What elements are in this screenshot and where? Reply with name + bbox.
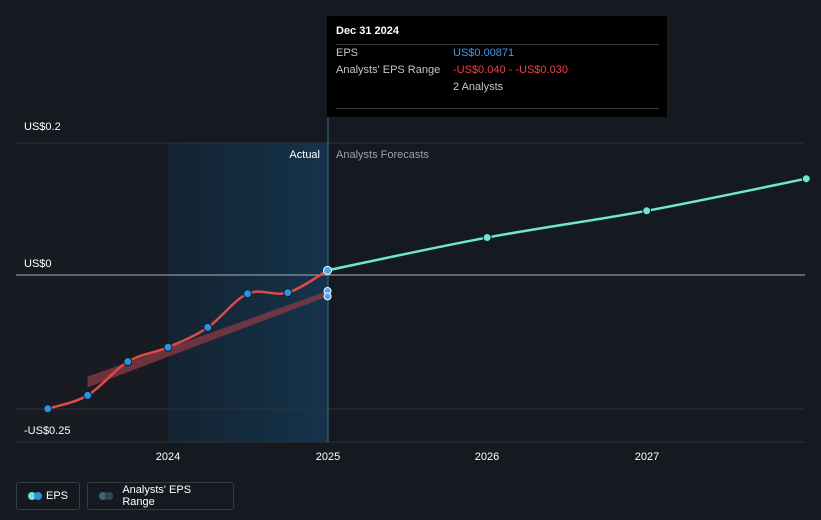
tooltip: Dec 31 2024 EPS US$0.00871 Analysts' EPS… (327, 16, 667, 117)
forecast-label: Analysts Forecasts (336, 149, 429, 161)
past-region-shade (16, 143, 168, 442)
x-axis-tick-label: 2026 (475, 451, 499, 463)
tooltip-row-eps: EPS US$0.00871 (336, 44, 659, 62)
actual-label: Actual (289, 149, 320, 161)
eps-actual-point (123, 357, 133, 367)
tooltip-value: -US$0.040 - -US$0.030 (453, 64, 568, 76)
tooltip-date: Dec 31 2024 (336, 25, 399, 37)
legend-dot (99, 492, 107, 500)
two-dot-icon (28, 492, 42, 500)
tooltip-divider (336, 108, 659, 109)
range-low-point (323, 292, 332, 301)
eps-actual-point (83, 390, 93, 400)
eps-forecast-point (642, 206, 652, 216)
y-axis-label: US$0.2 (24, 121, 61, 133)
tooltip-row-range: Analysts' EPS Range -US$0.040 - -US$0.03… (336, 62, 659, 79)
legend-label: Analysts' EPS Range (122, 484, 192, 508)
legend-dot (105, 492, 113, 500)
two-dot-icon (99, 492, 114, 500)
eps-forecast-point (482, 233, 492, 243)
legend-item-analysts-range[interactable]: Analysts' EPS Range (87, 482, 234, 510)
y-axis-label: -US$0.25 (24, 425, 70, 437)
x-axis-tick-label: 2024 (156, 451, 180, 463)
tooltip-value: US$0.00871 (453, 47, 515, 59)
analysts-eps-range-band (87, 291, 328, 388)
eps-actual-point (43, 404, 53, 414)
x-axis-tick-label: 2025 (316, 451, 340, 463)
legend-label: EPS (45, 490, 68, 502)
tooltip-label: Analysts' EPS Range (336, 64, 441, 76)
tooltip-label (336, 79, 453, 96)
legend-dot (34, 492, 42, 500)
eps-actual-point (243, 289, 253, 299)
y-axis-label: US$0 (24, 258, 52, 270)
tooltip-row-analysts: 2 Analysts (336, 79, 659, 96)
legend-dot (28, 492, 36, 500)
eps-actual-point (163, 342, 173, 352)
eps-highlight-point (323, 265, 333, 275)
x-axis-tick-label: 2027 (635, 451, 659, 463)
legend-item-eps[interactable]: EPS (16, 482, 80, 510)
eps-forecast-line (327, 177, 807, 272)
tooltip-value: 2 Analysts (453, 81, 504, 93)
tooltip-label: EPS (336, 47, 359, 59)
eps-forecast-point (801, 174, 811, 184)
eps-actual-point (203, 322, 213, 332)
eps-actual-point (283, 288, 293, 298)
